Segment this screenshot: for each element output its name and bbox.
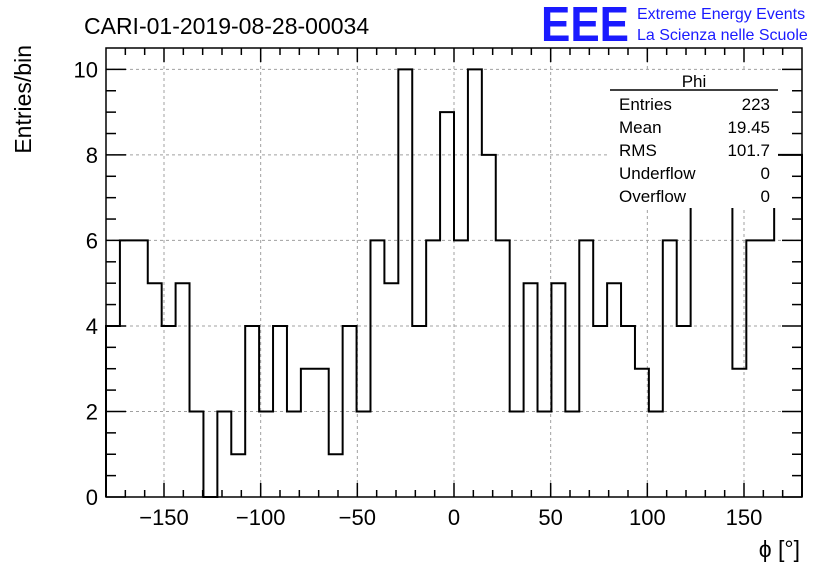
chart-title: CARI-01-2019-08-28-00034 (84, 13, 369, 39)
histogram-bin (538, 411, 552, 497)
y-tick-label: 6 (86, 228, 98, 253)
histogram-bin (329, 454, 343, 497)
histogram-bin (551, 283, 565, 497)
histogram-bin (148, 283, 162, 497)
histogram-bin (370, 240, 384, 497)
x-tick-label: −50 (339, 505, 376, 530)
x-axis-label: ϕ [°] (759, 536, 800, 562)
histogram-bin (398, 69, 412, 497)
y-tick-label: 0 (86, 485, 98, 510)
histogram-bin (482, 155, 496, 497)
histogram-bin (315, 369, 329, 497)
histogram-bin (510, 411, 524, 497)
x-tick-label: −100 (236, 505, 286, 530)
y-tick-label: 10 (74, 57, 98, 82)
y-tick-labels: 0 2 4 6 8 10 (74, 57, 98, 510)
y-tick-label: 2 (86, 399, 98, 424)
histogram-bin (607, 283, 621, 497)
histogram-bin (231, 454, 245, 497)
x-tick-label: 0 (448, 505, 460, 530)
eee-logo: EEE Extreme Energy Events La Scienza nel… (541, 0, 808, 52)
histogram-series (105, 68, 803, 498)
histogram-bin (579, 240, 593, 497)
eee-logo-letters: EEE (541, 0, 629, 52)
histogram-bin (496, 240, 510, 497)
histogram-bin (301, 369, 315, 497)
histogram-bin (217, 411, 231, 497)
stats-box: Phi Entries 223 Mean 19.45 RMS 101.7 Underflow… (610, 70, 778, 208)
histogram-bin (565, 411, 579, 497)
stats-row-value: 0 (761, 187, 770, 206)
eee-logo-line1: Extreme Energy Events (637, 6, 805, 23)
y-tick-label: 8 (86, 143, 98, 168)
histogram-bin (746, 240, 760, 497)
histogram-bin (524, 283, 538, 497)
histogram-bin (120, 240, 134, 497)
histogram-outline (105, 68, 803, 498)
histogram-bin (649, 411, 663, 497)
histogram-bin (384, 283, 398, 497)
histogram-bin (635, 369, 649, 497)
histogram-bin (176, 283, 190, 497)
histogram-bin (190, 411, 204, 497)
histogram-bin (357, 411, 371, 497)
histogram-bin (691, 198, 705, 497)
histogram-bin (663, 240, 677, 497)
stats-row-value: 0 (761, 164, 770, 183)
y-axis-label: Entries/bin (10, 45, 36, 154)
stats-row-label: Overflow (619, 187, 687, 206)
histogram-bin (705, 198, 719, 497)
eee-logo-line2: La Scienza nelle Scuole (637, 27, 808, 44)
x-tick-label: 150 (726, 505, 763, 530)
histogram-bin (440, 112, 454, 497)
stats-row-value: 101.7 (727, 141, 770, 160)
histogram-bin (760, 240, 774, 497)
y-tick-label: 4 (86, 314, 98, 339)
histogram-bin (134, 240, 148, 497)
x-tick-label: −150 (139, 505, 189, 530)
x-tick-label: 50 (538, 505, 562, 530)
histogram-bin (468, 69, 482, 497)
stats-row-label: RMS (619, 141, 657, 160)
x-tick-labels: −150 −100 −50 0 50 100 150 (139, 505, 762, 530)
x-tick-label: 100 (629, 505, 666, 530)
stats-row-value: 223 (742, 95, 770, 114)
stats-row-label: Underflow (619, 164, 696, 183)
axis-ticks (106, 48, 802, 498)
stats-box-background (610, 70, 778, 208)
histogram-bin (454, 240, 468, 497)
stats-row-label: Entries (619, 95, 672, 114)
stats-row-value: 19.45 (727, 118, 770, 137)
stats-box-title: Phi (682, 72, 707, 91)
histogram-bin (426, 240, 440, 497)
stats-row-label: Mean (619, 118, 662, 137)
histogram-bin (287, 411, 301, 497)
